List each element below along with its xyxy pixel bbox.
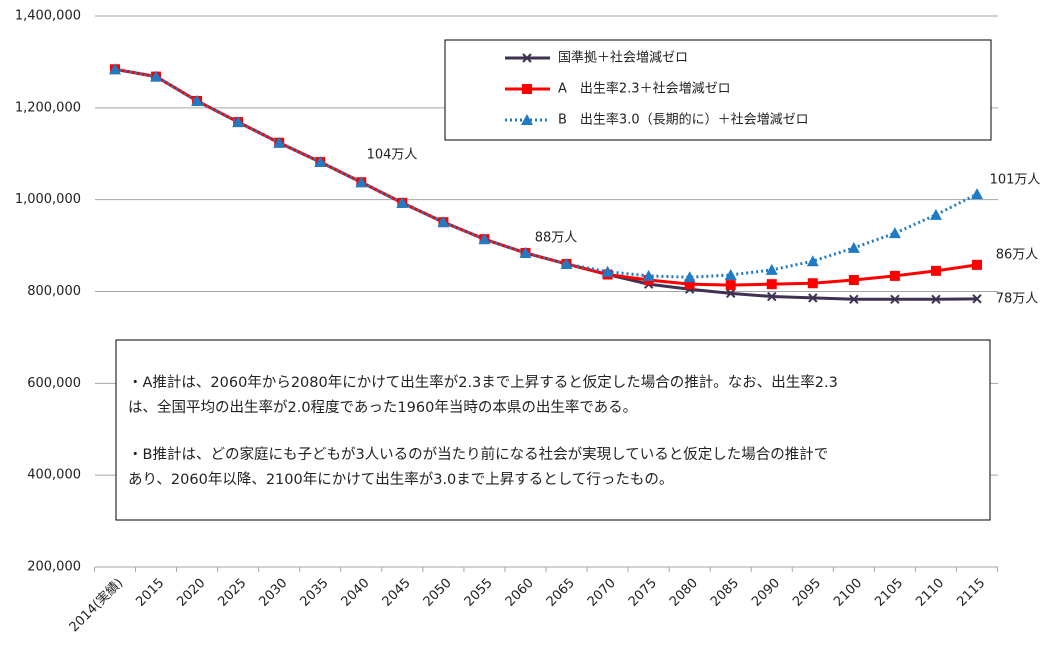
y-tick-label: 1,400,000: [15, 9, 81, 24]
note-text: ・A推計は、2060年から2080年にかけて出生率が2.3まで上昇すると仮定した…: [128, 374, 838, 391]
marker: [314, 156, 327, 168]
x-tick-label: 2070: [585, 576, 619, 610]
marker: [560, 257, 573, 269]
x-tick-label: 2040: [339, 576, 373, 610]
x-tick-label: 2090: [749, 576, 783, 610]
note-box: [115, 339, 991, 521]
marker: [684, 279, 695, 290]
x-tick-label: 2045: [380, 576, 414, 610]
marker: [522, 84, 532, 94]
marker: [849, 294, 859, 305]
x-tick-label: 2014(実績): [66, 575, 126, 635]
x-tick-label: 2015: [133, 576, 167, 610]
marker: [273, 136, 286, 148]
marker: [683, 271, 696, 283]
x-tick-label: 2055: [462, 576, 496, 610]
marker: [522, 53, 532, 63]
y-tick-label: 1,000,000: [15, 192, 81, 207]
x-tick-label: 2035: [298, 576, 332, 610]
marker: [807, 278, 818, 289]
marker: [766, 279, 777, 290]
legend-label: A 出生率2.3＋社会増減ゼロ: [558, 81, 731, 97]
marker: [931, 294, 941, 305]
marker: [972, 294, 982, 304]
marker: [929, 208, 942, 220]
x-tick-label: 2115: [954, 576, 988, 610]
annotation: 86万人: [996, 248, 1039, 263]
marker: [725, 280, 736, 291]
y-tick-label: 400,000: [27, 468, 81, 483]
marker: [191, 94, 204, 106]
x-tick-label: 2085: [708, 576, 742, 610]
marker: [971, 188, 983, 200]
marker: [642, 269, 655, 281]
series-line: [114, 67, 978, 287]
marker: [972, 259, 982, 270]
marker: [150, 70, 163, 82]
marker: [808, 293, 818, 303]
y-tick-label: 800,000: [27, 284, 81, 299]
marker: [601, 265, 614, 277]
marker: [232, 116, 245, 128]
x-tick-label: 2110: [913, 576, 947, 610]
y-tick-label: 600,000: [27, 376, 81, 391]
x-tick-label: 2030: [256, 576, 290, 610]
marker: [437, 216, 450, 228]
x-tick-label: 2100: [831, 576, 865, 610]
annotation: 78万人: [996, 292, 1039, 307]
annotation: 88万人: [535, 231, 578, 246]
y-tick-label: 200,000: [27, 560, 81, 575]
marker: [724, 268, 737, 280]
marker: [478, 233, 491, 245]
marker: [726, 288, 736, 299]
marker: [396, 196, 409, 208]
x-tick-label: 2025: [215, 576, 249, 610]
x-tick-label: 2065: [544, 576, 578, 610]
x-tick-label: 2105: [872, 576, 906, 610]
marker: [930, 265, 941, 276]
x-tick-label: 2075: [626, 576, 660, 610]
annotation: 104万人: [367, 148, 418, 163]
note-text: ・B推計は、どの家庭にも子どもが3人いるのが当たり前になる社会が実現していると仮…: [128, 446, 828, 463]
legend-label: 国準拠＋社会増減ゼロ: [558, 50, 688, 66]
x-tick-label: 2095: [790, 576, 824, 610]
marker: [806, 255, 819, 267]
x-tick-label: 2080: [667, 576, 701, 610]
marker: [765, 263, 778, 275]
marker: [519, 246, 532, 258]
marker: [889, 270, 900, 281]
marker: [890, 294, 900, 305]
y-tick-label: 1,200,000: [15, 100, 81, 115]
marker: [521, 114, 533, 125]
x-tick-label: 2060: [503, 576, 537, 610]
annotation: 101万人: [990, 173, 1041, 188]
marker: [888, 227, 901, 239]
x-tick-label: 2050: [421, 576, 455, 610]
marker: [847, 241, 860, 253]
marker: [848, 275, 859, 286]
note-text: あり、2060年以降、2100年にかけて出生率が3.0まで上昇するとして行ったも…: [128, 471, 673, 488]
marker: [767, 291, 777, 302]
x-tick-label: 2020: [174, 576, 208, 610]
marker: [109, 63, 121, 75]
legend-label: B 出生率3.0（長期的に）＋社会増減ゼロ: [558, 112, 809, 128]
marker: [355, 176, 368, 188]
note-text: は、全国平均の出生率が2.0程度であった1960年当時の本県の出生率である。: [128, 398, 637, 416]
